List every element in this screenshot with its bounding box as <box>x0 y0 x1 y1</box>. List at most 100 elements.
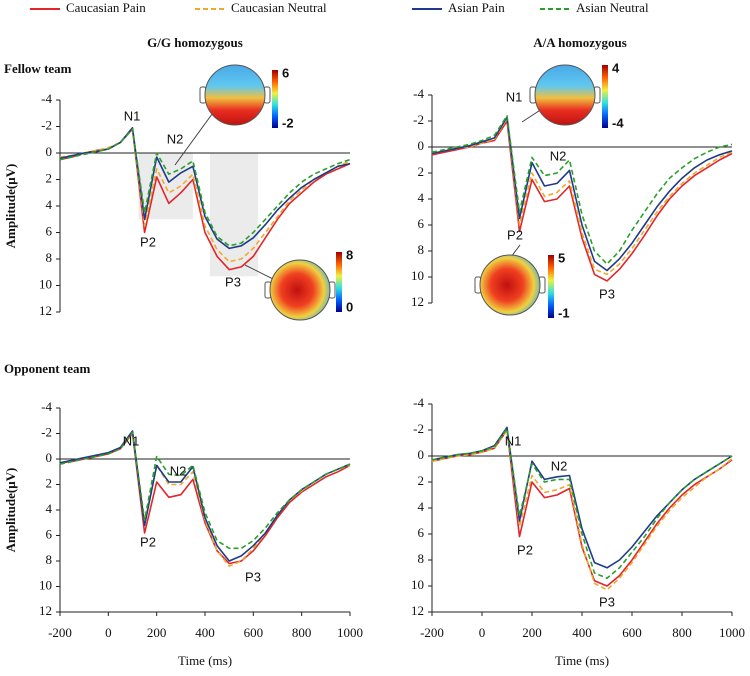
time-window <box>209 153 259 277</box>
legend-label: Caucasian Pain <box>66 0 146 15</box>
x-tick-label: 0 <box>105 625 112 640</box>
y-tick-label: 12 <box>39 603 52 618</box>
y-tick-label: 8 <box>46 250 53 265</box>
x-tick-label: 400 <box>195 625 215 640</box>
y-tick-label: -4 <box>413 395 424 410</box>
topomap <box>479 254 541 316</box>
y-tick-label: 0 <box>46 144 53 159</box>
y-tick-label: 2 <box>46 170 53 185</box>
erp-line <box>59 430 351 562</box>
row-label: Opponent team <box>4 361 90 376</box>
topomap <box>204 64 266 126</box>
erp-line <box>431 117 733 276</box>
y-tick-label: 12 <box>411 603 424 618</box>
erp-line <box>59 128 351 263</box>
x-tick-label: 600 <box>622 625 642 640</box>
legend: Caucasian Pain Caucasian Neutral Asian Pai… <box>30 0 649 15</box>
colorbar <box>336 252 342 312</box>
x-tick-label: -200 <box>48 625 72 640</box>
erp-line <box>431 429 733 587</box>
y-tick-label: -2 <box>413 421 424 436</box>
component-label: N2 <box>550 148 567 163</box>
y-tick-label: -4 <box>41 91 52 106</box>
component-label: P2 <box>140 534 156 549</box>
y-axis-label: Amplitude(μV) <box>3 164 18 249</box>
erp-line <box>431 427 733 579</box>
y-tick-label: 10 <box>411 577 424 592</box>
erp-line <box>431 116 733 272</box>
legend-label: Asian Neutral <box>576 0 649 15</box>
colorbar-min: -4 <box>612 115 624 130</box>
x-tick-label: 600 <box>244 625 264 640</box>
component-label: N2 <box>170 463 187 478</box>
y-tick-label: 2 <box>418 164 425 179</box>
x-tick-label: 200 <box>522 625 542 640</box>
component-label: N2 <box>167 131 184 146</box>
y-tick-label: -2 <box>413 112 424 127</box>
erp-line <box>431 120 733 282</box>
erp-line <box>59 128 351 247</box>
component-label: N1 <box>124 108 141 123</box>
x-tick-label: -200 <box>420 625 444 640</box>
y-tick-label: 2 <box>46 475 53 490</box>
x-tick-label: 1000 <box>337 625 363 640</box>
y-tick-label: 12 <box>39 303 52 318</box>
colorbar <box>548 255 554 318</box>
component-label: P2 <box>507 227 523 242</box>
legend-label: Caucasian Neutral <box>231 0 327 15</box>
y-tick-label: 8 <box>418 242 425 257</box>
y-tick-label: 10 <box>39 577 52 592</box>
component-label: P3 <box>599 286 615 301</box>
component-label: P3 <box>245 569 261 584</box>
colorbar <box>602 65 608 128</box>
y-tick-label: 2 <box>418 473 425 488</box>
component-label: P2 <box>140 234 156 249</box>
colorbar-max: 6 <box>282 65 289 80</box>
y-tick-label: 10 <box>411 268 424 283</box>
y-tick-label: 4 <box>418 190 425 205</box>
x-tick-label: 0 <box>479 625 486 640</box>
y-tick-label: -4 <box>413 86 424 101</box>
panel-title: G/G homozygous <box>147 35 243 50</box>
pointer <box>174 109 216 166</box>
component-label: N1 <box>123 433 140 448</box>
y-tick-label: 0 <box>46 450 53 465</box>
component-label: P2 <box>517 542 533 557</box>
component-label: N1 <box>506 89 523 104</box>
y-tick-label: 6 <box>418 216 425 231</box>
topomap <box>269 259 331 321</box>
colorbar <box>272 70 278 128</box>
y-tick-label: -2 <box>41 424 52 439</box>
x-axis-label: Time (ms) <box>555 653 609 668</box>
topomap <box>534 64 596 126</box>
colorbar-min: 0 <box>346 299 353 314</box>
colorbar-max: 5 <box>558 250 565 265</box>
x-tick-label: 1000 <box>719 625 745 640</box>
erp-line <box>431 429 733 591</box>
component-label: P3 <box>599 594 615 609</box>
y-tick-label: 6 <box>418 525 425 540</box>
x-axis-label: Time (ms) <box>178 653 232 668</box>
component-label: P3 <box>225 274 241 289</box>
y-tick-label: -2 <box>41 117 52 132</box>
y-tick-label: 8 <box>46 552 53 567</box>
y-tick-label: 4 <box>46 197 53 212</box>
legend-label: Asian Pain <box>448 0 505 15</box>
colorbar-max: 4 <box>612 60 620 75</box>
colorbar-max: 8 <box>346 247 353 262</box>
y-tick-label: 10 <box>39 276 52 291</box>
colorbar-min: -1 <box>558 305 570 320</box>
x-tick-label: 400 <box>572 625 592 640</box>
component-label: N2 <box>551 458 568 473</box>
y-tick-label: 4 <box>418 499 425 514</box>
component-label: N1 <box>505 433 522 448</box>
y-tick-label: 12 <box>411 294 424 309</box>
y-tick-label: 8 <box>418 551 425 566</box>
y-axis-label: Amplitude(μV) <box>3 468 18 553</box>
colorbar-min: -2 <box>282 115 294 130</box>
y-tick-label: 0 <box>418 138 425 153</box>
panel: -4 -2 0 2 4 6 8 10 12 -200 0 200 400 600 800 1000 Time (… <box>3 361 363 668</box>
panel-title: A/A homozygous <box>533 35 627 50</box>
panel: -4 -2 0 2 4 6 8 10 12 -200 0 200 400 600 800 1000 Time (… <box>411 395 745 668</box>
row-label: Fellow team <box>4 61 72 76</box>
